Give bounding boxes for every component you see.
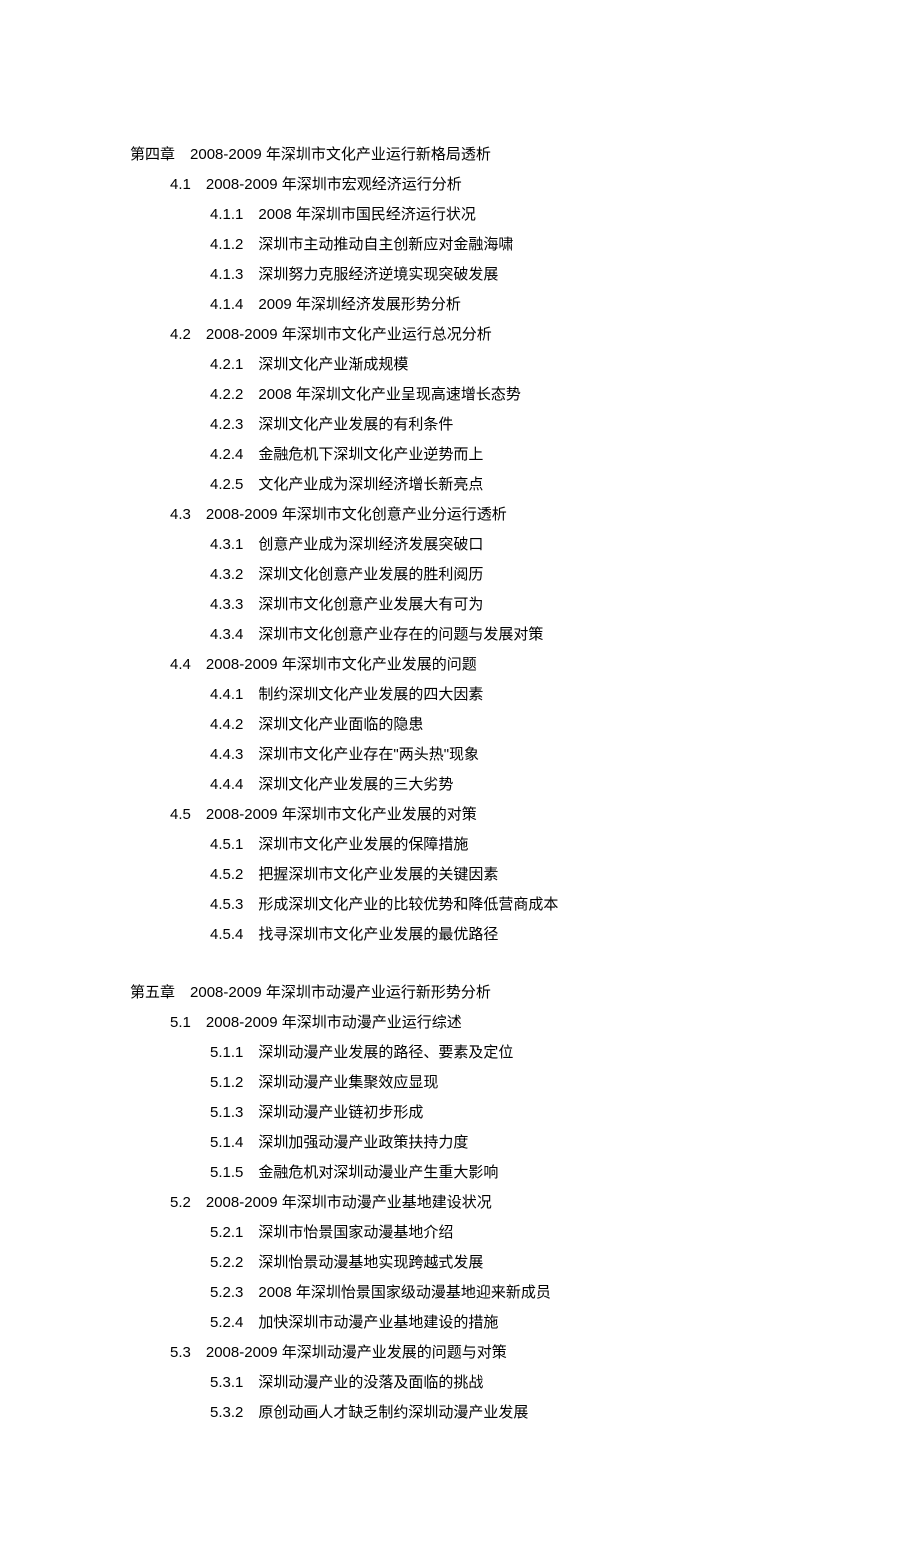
subsection-item: 4.4.2 深圳文化产业面临的隐患 — [210, 710, 790, 740]
subsection-item: 4.4.4 深圳文化产业发展的三大劣势 — [210, 770, 790, 800]
subsection-item: 5.1.5 金融危机对深圳动漫业产生重大影响 — [210, 1158, 790, 1188]
subsection-item: 4.2.4 金融危机下深圳文化产业逆势而上 — [210, 440, 790, 470]
subsection-item: 4.3.2 深圳文化创意产业发展的胜利阅历 — [210, 560, 790, 590]
subsection-item: 4.5.1 深圳市文化产业发展的保障措施 — [210, 830, 790, 860]
subsection-item: 5.2.2 深圳怡景动漫基地实现跨越式发展 — [210, 1248, 790, 1278]
subsection-item: 5.1.4 深圳加强动漫产业政策扶持力度 — [210, 1128, 790, 1158]
section-title: 5.2 2008-2009 年深圳市动漫产业基地建设状况 — [170, 1188, 790, 1218]
subsection-item: 4.1.4 2009 年深圳经济发展形势分析 — [210, 290, 790, 320]
subsection-item: 4.5.2 把握深圳市文化产业发展的关键因素 — [210, 860, 790, 890]
subsection-item: 4.1.2 深圳市主动推动自主创新应对金融海啸 — [210, 230, 790, 260]
section-block: 4.4 2008-2009 年深圳市文化产业发展的问题4.4.1 制约深圳文化产… — [130, 650, 790, 800]
subsection-block: 4.5.1 深圳市文化产业发展的保障措施4.5.2 把握深圳市文化产业发展的关键… — [170, 830, 790, 950]
subsection-block: 5.2.1 深圳市怡景国家动漫基地介绍5.2.2 深圳怡景动漫基地实现跨越式发展… — [170, 1218, 790, 1338]
subsection-item: 5.3.2 原创动画人才缺乏制约深圳动漫产业发展 — [210, 1398, 790, 1428]
section-block: 5.2 2008-2009 年深圳市动漫产业基地建设状况5.2.1 深圳市怡景国… — [130, 1188, 790, 1338]
subsection-item: 5.1.1 深圳动漫产业发展的路径、要素及定位 — [210, 1038, 790, 1068]
subsection-item: 4.3.3 深圳市文化创意产业发展大有可为 — [210, 590, 790, 620]
section-block: 5.1 2008-2009 年深圳市动漫产业运行综述5.1.1 深圳动漫产业发展… — [130, 1008, 790, 1188]
chapter-block: 第五章 2008-2009 年深圳市动漫产业运行新形势分析5.1 2008-20… — [130, 978, 790, 1428]
subsection-item: 4.4.1 制约深圳文化产业发展的四大因素 — [210, 680, 790, 710]
subsection-item: 5.2.1 深圳市怡景国家动漫基地介绍 — [210, 1218, 790, 1248]
subsection-item: 5.3.1 深圳动漫产业的没落及面临的挑战 — [210, 1368, 790, 1398]
section-title: 4.5 2008-2009 年深圳市文化产业发展的对策 — [170, 800, 790, 830]
subsection-item: 4.5.4 找寻深圳市文化产业发展的最优路径 — [210, 920, 790, 950]
subsection-block: 4.2.1 深圳文化产业渐成规模4.2.2 2008 年深圳文化产业呈现高速增长… — [170, 350, 790, 500]
subsection-item: 5.1.2 深圳动漫产业集聚效应显现 — [210, 1068, 790, 1098]
section-title: 5.1 2008-2009 年深圳市动漫产业运行综述 — [170, 1008, 790, 1038]
chapter-title: 第五章 2008-2009 年深圳市动漫产业运行新形势分析 — [130, 978, 790, 1008]
subsection-block: 4.1.1 2008 年深圳市国民经济运行状况4.1.2 深圳市主动推动自主创新… — [170, 200, 790, 320]
subsection-item: 4.2.2 2008 年深圳文化产业呈现高速增长态势 — [210, 380, 790, 410]
subsection-item: 4.5.3 形成深圳文化产业的比较优势和降低营商成本 — [210, 890, 790, 920]
subsection-block: 4.3.1 创意产业成为深圳经济发展突破口4.3.2 深圳文化创意产业发展的胜利… — [170, 530, 790, 650]
subsection-item: 4.3.4 深圳市文化创意产业存在的问题与发展对策 — [210, 620, 790, 650]
subsection-item: 5.2.4 加快深圳市动漫产业基地建设的措施 — [210, 1308, 790, 1338]
section-block: 4.5 2008-2009 年深圳市文化产业发展的对策4.5.1 深圳市文化产业… — [130, 800, 790, 950]
subsection-item: 4.3.1 创意产业成为深圳经济发展突破口 — [210, 530, 790, 560]
subsection-block: 4.4.1 制约深圳文化产业发展的四大因素4.4.2 深圳文化产业面临的隐患4.… — [170, 680, 790, 800]
section-title: 4.3 2008-2009 年深圳市文化创意产业分运行透析 — [170, 500, 790, 530]
subsection-item: 4.4.3 深圳市文化产业存在"两头热"现象 — [210, 740, 790, 770]
section-block: 4.1 2008-2009 年深圳市宏观经济运行分析4.1.1 2008 年深圳… — [130, 170, 790, 320]
table-of-contents: 第四章 2008-2009 年深圳市文化产业运行新格局透析4.1 2008-20… — [130, 140, 790, 1428]
subsection-item: 5.2.3 2008 年深圳怡景国家级动漫基地迎来新成员 — [210, 1278, 790, 1308]
section-title: 4.1 2008-2009 年深圳市宏观经济运行分析 — [170, 170, 790, 200]
subsection-item: 4.2.5 文化产业成为深圳经济增长新亮点 — [210, 470, 790, 500]
chapter-block: 第四章 2008-2009 年深圳市文化产业运行新格局透析4.1 2008-20… — [130, 140, 790, 950]
section-title: 4.4 2008-2009 年深圳市文化产业发展的问题 — [170, 650, 790, 680]
subsection-item: 4.1.1 2008 年深圳市国民经济运行状况 — [210, 200, 790, 230]
chapter-title: 第四章 2008-2009 年深圳市文化产业运行新格局透析 — [130, 140, 790, 170]
subsection-block: 5.3.1 深圳动漫产业的没落及面临的挑战5.3.2 原创动画人才缺乏制约深圳动… — [170, 1368, 790, 1428]
section-block: 4.2 2008-2009 年深圳市文化产业运行总况分析4.2.1 深圳文化产业… — [130, 320, 790, 500]
section-block: 4.3 2008-2009 年深圳市文化创意产业分运行透析4.3.1 创意产业成… — [130, 500, 790, 650]
subsection-block: 5.1.1 深圳动漫产业发展的路径、要素及定位5.1.2 深圳动漫产业集聚效应显… — [170, 1038, 790, 1188]
section-title: 4.2 2008-2009 年深圳市文化产业运行总况分析 — [170, 320, 790, 350]
subsection-item: 4.1.3 深圳努力克服经济逆境实现突破发展 — [210, 260, 790, 290]
subsection-item: 4.2.1 深圳文化产业渐成规模 — [210, 350, 790, 380]
section-title: 5.3 2008-2009 年深圳动漫产业发展的问题与对策 — [170, 1338, 790, 1368]
section-block: 5.3 2008-2009 年深圳动漫产业发展的问题与对策5.3.1 深圳动漫产… — [130, 1338, 790, 1428]
subsection-item: 4.2.3 深圳文化产业发展的有利条件 — [210, 410, 790, 440]
subsection-item: 5.1.3 深圳动漫产业链初步形成 — [210, 1098, 790, 1128]
